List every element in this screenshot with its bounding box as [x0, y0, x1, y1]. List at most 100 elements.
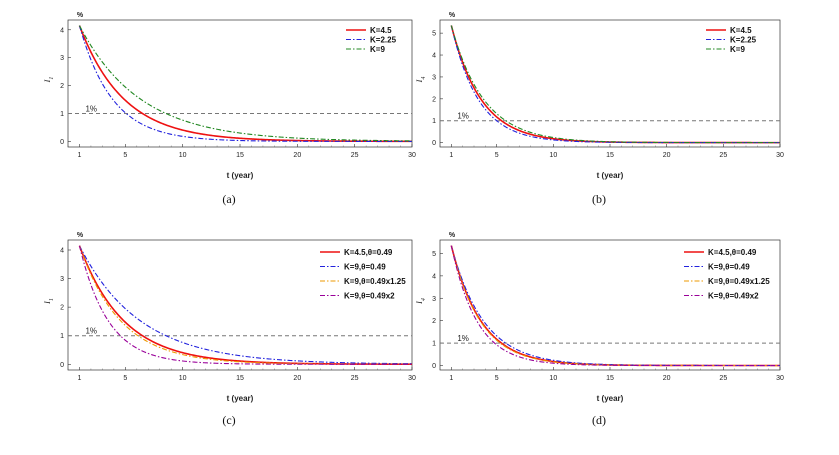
x-tick-label: 20 — [663, 375, 671, 382]
plot-frame — [439, 19, 781, 148]
y-tick-label: 0 — [432, 140, 436, 147]
x-tick-label: 30 — [408, 152, 416, 159]
x-tick-label: 15 — [606, 375, 614, 382]
y-tick-label: 3 — [432, 74, 436, 81]
panel-caption: (d) — [592, 413, 606, 427]
x-tick-label: 30 — [776, 152, 784, 159]
reference-line-label: 1% — [457, 112, 469, 121]
plot-frame — [67, 239, 413, 371]
legend-label: K=4.5,θ=0.49 — [708, 248, 757, 257]
x-tick-label: 20 — [293, 152, 301, 159]
x-tick-label: 5 — [123, 375, 127, 382]
x-tick-label: 1 — [78, 375, 82, 382]
y-axis-label: I1 — [43, 77, 55, 84]
y-tick-label: 4 — [432, 53, 436, 60]
legend: K=4.5,θ=0.49 K=9,θ=0.49 K=9,θ=0.49x1.25 K=9… — [320, 248, 406, 301]
series-line-4 — [78, 245, 412, 365]
x-tick-label: 15 — [236, 152, 244, 159]
x-tick-label: 25 — [719, 152, 727, 159]
y-tick-label: 4 — [60, 248, 64, 255]
y-tick-label: 2 — [60, 83, 64, 90]
legend-label: K=9,θ=0.49x1.25 — [344, 277, 406, 286]
y-tick-label: 3 — [60, 276, 64, 283]
y-tick-label: 2 — [60, 305, 64, 312]
x-tick-label: 15 — [236, 375, 244, 382]
panel-caption: (a) — [222, 192, 235, 206]
legend-label: K=2.25 — [370, 36, 397, 45]
unit-label: % — [77, 12, 84, 19]
y-tick-label: 5 — [432, 31, 436, 38]
legend-label: K=4.5 — [730, 26, 752, 35]
series-line-2 — [78, 245, 413, 365]
x-tick-label: 25 — [351, 375, 359, 382]
legend-label: K=9,θ=0.49x2 — [708, 292, 759, 301]
x-tick-label: 15 — [606, 152, 614, 159]
reference-line-label: 1% — [85, 327, 97, 336]
x-tick-label: 1 — [78, 152, 82, 159]
y-axis-label: I4 — [415, 77, 427, 84]
y-tick-label: 1 — [432, 118, 436, 125]
plot-frame — [439, 239, 781, 371]
legend: K=4.5K=2.25K=9 — [346, 26, 397, 54]
legend-label: K=9,θ=0.49x2 — [344, 292, 395, 301]
y-axis-label: I1 — [43, 298, 55, 305]
x-tick-label: 1 — [449, 375, 453, 382]
x-axis-label: t (year) — [597, 394, 624, 403]
x-tick-label: 25 — [719, 375, 727, 382]
x-tick-label: 1 — [449, 152, 453, 159]
legend-label: K=4.5 — [370, 26, 392, 35]
series-line-2 — [450, 25, 780, 144]
y-tick-label: 3 — [432, 296, 436, 303]
y-tick-label: 4 — [432, 273, 436, 280]
y-tick-label: 1 — [432, 341, 436, 348]
x-axis-label: t (year) — [227, 171, 254, 180]
y-tick-label: 2 — [432, 318, 436, 325]
legend-label: K=2.25 — [730, 36, 757, 45]
unit-label: % — [77, 232, 84, 239]
unit-label: % — [449, 12, 456, 19]
x-axis-label: t (year) — [227, 394, 254, 403]
y-tick-label: 5 — [432, 251, 436, 258]
unit-label: % — [449, 232, 456, 239]
legend-label: K=9,θ=0.49 — [344, 263, 386, 272]
x-tick-label: 20 — [663, 152, 671, 159]
y-tick-label: 1 — [60, 111, 64, 118]
y-axis-label: I4 — [415, 298, 427, 305]
x-tick-label: 10 — [179, 152, 187, 159]
x-tick-label: 25 — [351, 152, 359, 159]
x-tick-label: 20 — [293, 375, 301, 382]
legend: K=4.5,θ=0.49 K=9,θ=0.49 K=9,θ=0.49x1.25 K=9… — [684, 248, 770, 301]
y-tick-label: 0 — [60, 362, 64, 369]
x-tick-label: 5 — [495, 152, 499, 159]
reference-line-label: 1% — [85, 105, 97, 114]
x-tick-label: 10 — [179, 375, 187, 382]
legend-label: K=9 — [730, 45, 745, 54]
y-tick-label: 2 — [432, 96, 436, 103]
x-tick-label: 5 — [123, 152, 127, 159]
legend-label: K=9,θ=0.49x1.25 — [708, 277, 770, 286]
x-tick-label: 10 — [549, 375, 557, 382]
series-line-2 — [78, 25, 412, 142]
legend: K=4.5K=2.25K=9 — [706, 26, 757, 54]
y-tick-label: 0 — [60, 139, 64, 146]
y-tick-label: 1 — [60, 333, 64, 340]
legend-label: K=4.5,θ=0.49 — [344, 248, 393, 257]
y-tick-label: 0 — [432, 363, 436, 370]
legend-label: K=9 — [370, 45, 385, 54]
x-axis-label: t (year) — [597, 171, 624, 180]
panel-caption: (b) — [592, 192, 606, 206]
series-line-3 — [78, 25, 413, 142]
series-line-1 — [78, 245, 412, 366]
x-tick-label: 30 — [408, 375, 416, 382]
series-line-3 — [450, 25, 780, 144]
x-tick-label: 5 — [495, 375, 499, 382]
series-line-4 — [450, 245, 780, 367]
legend-label: K=9,θ=0.49 — [708, 263, 750, 272]
series-line-1 — [78, 25, 412, 143]
y-tick-label: 3 — [60, 55, 64, 62]
